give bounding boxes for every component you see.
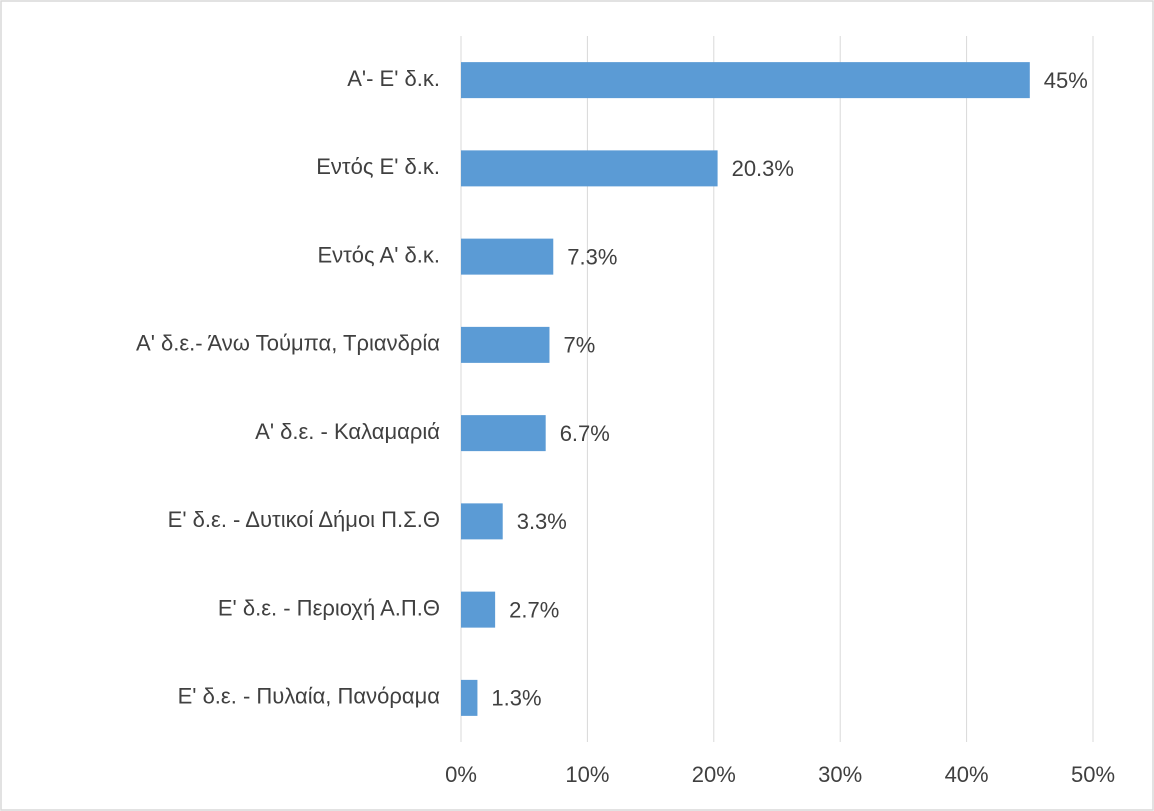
- y-tick-label: Α' δ.ε. - Καλαμαριά: [255, 419, 440, 444]
- value-label: 6.7%: [560, 421, 610, 446]
- y-tick-label: Εντός Ε' δ.κ.: [316, 154, 440, 179]
- value-label: 3.3%: [517, 509, 567, 534]
- y-tick-label: Εντός Α' δ.κ.: [317, 242, 440, 267]
- value-label: 7.3%: [567, 244, 617, 269]
- x-tick-label: 10%: [565, 762, 609, 787]
- y-tick-label: Α' δ.ε.- Άνω Τούμπα, Τριανδρία: [136, 331, 440, 356]
- bar: [461, 503, 503, 540]
- bar: [461, 591, 496, 628]
- value-label: 1.3%: [491, 686, 541, 711]
- y-tick-label: Ε' δ.ε. - Πυλαία, Πανόραμα: [178, 684, 441, 709]
- bar: [461, 415, 546, 452]
- bar: [461, 238, 554, 275]
- bar: [461, 62, 1030, 99]
- x-tick-label: 0%: [445, 762, 477, 787]
- y-tick-label: Ε' δ.ε. - Περιοχή Α.Π.Θ: [218, 595, 440, 620]
- bar: [461, 679, 478, 716]
- x-tick-label: 50%: [1071, 762, 1115, 787]
- x-tick-label: 30%: [818, 762, 862, 787]
- value-label: 7%: [563, 333, 595, 358]
- y-tick-label: Ε' δ.ε. - Δυτικοί Δήμοι Π.Σ.Θ: [168, 507, 440, 532]
- x-tick-label: 40%: [945, 762, 989, 787]
- bar: [461, 150, 718, 187]
- value-label: 20.3%: [732, 156, 794, 181]
- value-label: 2.7%: [509, 597, 559, 622]
- value-label: 45%: [1044, 68, 1088, 93]
- bar: [461, 326, 550, 363]
- x-tick-label: 20%: [692, 762, 736, 787]
- y-tick-label: Α'- Ε' δ.κ.: [347, 66, 440, 91]
